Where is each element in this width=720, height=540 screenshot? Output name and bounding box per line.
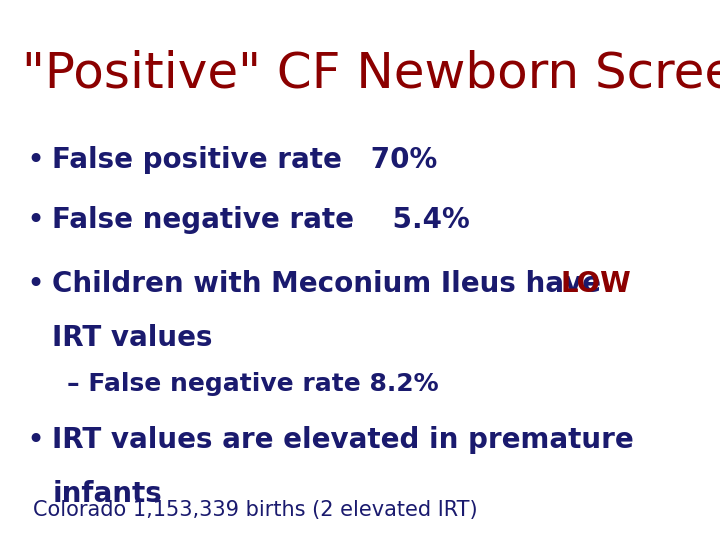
Text: Children with Meconium Ileus have: Children with Meconium Ileus have (53, 270, 611, 298)
Text: "Positive" CF Newborn Screen: "Positive" CF Newborn Screen (22, 50, 720, 98)
Text: •: • (27, 206, 45, 234)
Text: •: • (27, 146, 45, 176)
Text: Colorado 1,153,339 births (2 elevated IRT): Colorado 1,153,339 births (2 elevated IR… (33, 500, 478, 520)
Text: infants: infants (53, 480, 162, 508)
Text: – False negative rate 8.2%: – False negative rate 8.2% (68, 372, 439, 396)
Text: LOW: LOW (561, 270, 631, 298)
Text: False negative rate    5.4%: False negative rate 5.4% (53, 206, 470, 233)
Text: •: • (27, 270, 45, 299)
Text: IRT values: IRT values (53, 323, 212, 352)
Text: False positive rate   70%: False positive rate 70% (53, 146, 438, 174)
Text: IRT values are elevated in premature: IRT values are elevated in premature (53, 426, 634, 454)
Text: •: • (27, 426, 45, 455)
